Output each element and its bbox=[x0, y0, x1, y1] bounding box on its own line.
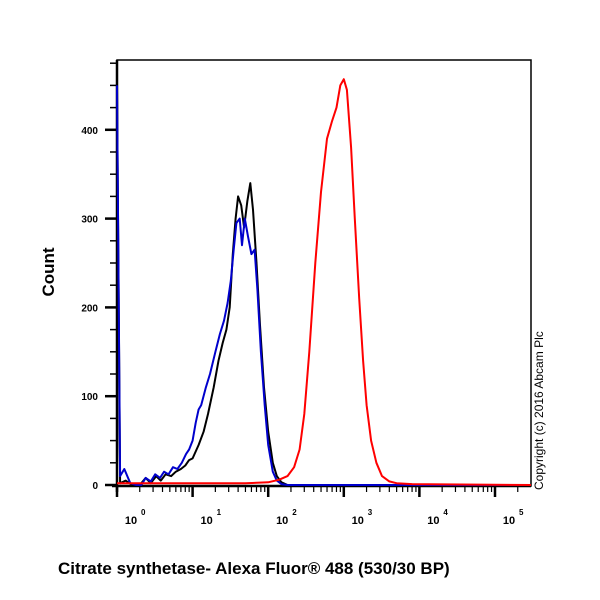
copyright-notice: Copyright (c) 2016 Abcam Plc bbox=[532, 331, 546, 490]
y-tick-label: 200 bbox=[81, 303, 98, 314]
series-citrate-synthetase-stained bbox=[117, 78, 532, 486]
y-tick-label: 0 bbox=[92, 481, 98, 492]
y-axis-ticks: 0 100 200 300 400 bbox=[81, 62, 117, 492]
x-tick-label: 10 bbox=[276, 515, 288, 527]
y-tick-label: 300 bbox=[81, 215, 98, 226]
y-tick-label: 400 bbox=[81, 126, 98, 137]
series-unlabelled-control bbox=[116, 85, 531, 486]
x-tick-label: 10 bbox=[200, 515, 212, 527]
y-axis-label: Count bbox=[39, 247, 58, 296]
x-axis-label: Citrate synthetase- Alexa Fluor® 488 (53… bbox=[58, 559, 450, 578]
y-tick-label: 100 bbox=[81, 392, 98, 403]
x-tick-exponent: 4 bbox=[443, 508, 448, 517]
histogram-series bbox=[116, 78, 532, 486]
x-tick-label: 10 bbox=[427, 515, 439, 527]
x-tick-exponent: 0 bbox=[141, 508, 146, 517]
x-tick-label: 10 bbox=[352, 515, 364, 527]
plot-frame bbox=[116, 59, 532, 487]
x-tick-label: 10 bbox=[125, 515, 137, 527]
x-tick-exponent: 1 bbox=[217, 508, 222, 517]
x-tick-exponent: 5 bbox=[519, 508, 524, 517]
x-tick-label: 10 bbox=[503, 515, 515, 527]
x-tick-exponent: 3 bbox=[368, 508, 373, 517]
x-axis-ticks: 10 0 10 1 10 2 10 3 10 4 10 5 bbox=[115, 486, 524, 527]
x-tick-exponent: 2 bbox=[292, 508, 297, 517]
series-isotype-control bbox=[116, 85, 531, 486]
